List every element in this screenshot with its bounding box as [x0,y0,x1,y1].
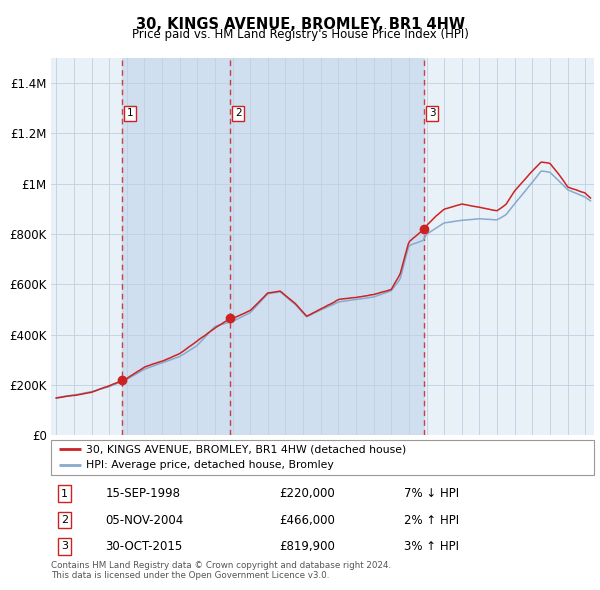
Text: Contains HM Land Registry data © Crown copyright and database right 2024.
This d: Contains HM Land Registry data © Crown c… [51,560,391,580]
Bar [230,58,424,435]
Text: HPI: Average price, detached house, Bromley: HPI: Average price, detached house, Brom… [86,460,334,470]
Text: Price paid vs. HM Land Registry's House Price Index (HPI): Price paid vs. HM Land Registry's House … [131,28,469,41]
Text: 05-NOV-2004: 05-NOV-2004 [106,514,184,527]
Text: 30-OCT-2015: 30-OCT-2015 [106,540,182,553]
Text: 3% ↑ HPI: 3% ↑ HPI [404,540,459,553]
Text: 30, KINGS AVENUE, BROMLEY, BR1 4HW: 30, KINGS AVENUE, BROMLEY, BR1 4HW [136,17,464,31]
Text: £220,000: £220,000 [279,487,335,500]
Text: 3: 3 [61,542,68,552]
Text: 15-SEP-1998: 15-SEP-1998 [106,487,181,500]
Text: 1: 1 [127,108,134,118]
Text: 7% ↓ HPI: 7% ↓ HPI [404,487,459,500]
Text: 3: 3 [429,108,436,118]
Text: £819,900: £819,900 [279,540,335,553]
Text: 30, KINGS AVENUE, BROMLEY, BR1 4HW (detached house): 30, KINGS AVENUE, BROMLEY, BR1 4HW (deta… [86,444,407,454]
Text: 2: 2 [235,108,242,118]
Text: £466,000: £466,000 [279,514,335,527]
Text: 2% ↑ HPI: 2% ↑ HPI [404,514,459,527]
Bar [122,58,230,435]
Text: 1: 1 [61,489,68,499]
Text: 2: 2 [61,515,68,525]
